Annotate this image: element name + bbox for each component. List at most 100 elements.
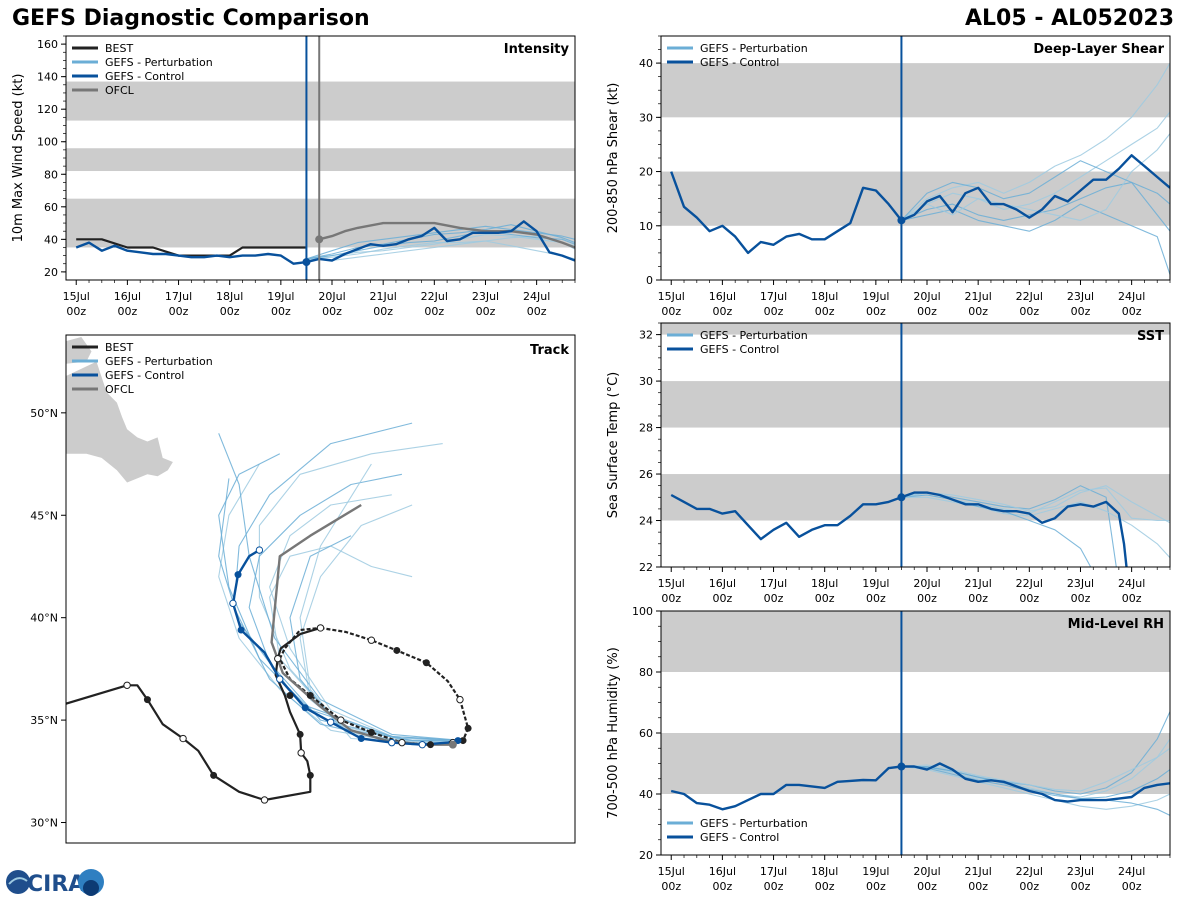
x-tick-label: 22Jul [1016,865,1043,878]
land-labrador [66,337,92,364]
best-point-open [367,636,376,644]
x-tick-label: 00z [1019,880,1039,893]
x-tick-label: 00z [424,305,444,318]
land-newfoundland [66,361,173,483]
x-tick-label: 00z [764,592,784,605]
legend-label: GEFS - Control [700,343,779,356]
shaded-band [661,381,1170,428]
x-tick-label: 24Jul [1118,290,1145,303]
x-tick-label: 18Jul [216,290,243,303]
y-tick-label: 28 [639,422,653,435]
x-tick-label: 23Jul [1067,577,1094,590]
x-tick-label: 17Jul [760,577,787,590]
x-tick-label: 00z [866,880,886,893]
perturbation-track [218,463,464,746]
x-tick-label: 18Jul [811,290,838,303]
y-tick-label: 160 [37,38,58,51]
x-tick-label: 20Jul [913,577,940,590]
x-tick-label: 00z [1071,880,1091,893]
x-tick-label: 00z [917,880,937,893]
x-tick-label: 22Jul [1016,577,1043,590]
x-tick-label: 21Jul [965,577,992,590]
control-line [670,491,1128,567]
y-tick-label: 45°N [30,509,58,522]
x-tick-label: 00z [66,305,86,318]
control-line [670,762,1170,811]
legend-label: BEST [105,341,133,354]
x-tick-label: 19Jul [862,290,889,303]
best-point [464,724,472,732]
best-point-open [398,738,406,747]
panel-title: Deep-Layer Shear [1033,42,1164,57]
legend-label: GEFS - Perturbation [105,56,213,69]
x-tick-label: 19Jul [267,290,294,303]
control-track [231,549,459,746]
x-tick-label: 00z [917,305,937,318]
y-axis-label: Sea Surface Temp (°C) [606,372,621,519]
perturbation-track [248,473,464,742]
best-point [393,646,401,654]
perturbation-track [233,422,464,744]
shear-panel: 0 10 20 30 40 15Jul 00z 16Jul 00z 17Jul 00z 18Jul 00… [606,35,1171,318]
globe-icon [6,870,30,894]
control-point-open [255,546,264,554]
shaded-band [661,611,1170,672]
perturbation-line [901,765,1170,810]
perturbation-line [901,111,1170,221]
x-tick-label: 00z [712,592,732,605]
perturbation-line [901,62,1170,221]
x-tick-label: 00z [866,305,886,318]
y-tick-label: 30°N [30,817,58,830]
x-tick-label: 00z [661,305,681,318]
y-tick-label: 20 [639,849,653,862]
x-tick-label: 00z [1019,592,1039,605]
shaded-band [66,148,575,172]
best-point [367,728,375,736]
panel-title: Intensity [504,42,570,57]
x-tick-label: 00z [169,305,189,318]
x-tick-label: 00z [866,592,886,605]
x-tick-label: 00z [1122,880,1142,893]
y-tick-label: 35°N [30,714,58,727]
y-tick-label: 30 [639,375,653,388]
best-point [286,692,294,700]
y-tick-label: 40°N [30,612,58,625]
perturbation-line [306,240,575,262]
x-tick-label: 18Jul [811,865,838,878]
x-tick-label: 00z [815,592,835,605]
x-tick-label: 16Jul [709,865,736,878]
control-point [301,704,309,712]
best-point [306,692,314,700]
legend-label: GEFS - Perturbation [700,329,808,342]
legend-label: GEFS - Control [105,369,184,382]
x-tick-label: 15Jul [658,577,685,590]
best-point [459,737,467,745]
y-axis-label: 700-500 hPa Humidity (%) [606,647,621,819]
y-tick-label: 100 [37,136,58,149]
y-tick-label: 40 [639,57,653,70]
y-tick-label: 80 [44,168,58,181]
y-tick-label: 20 [639,166,653,179]
ofcl-point [448,740,457,749]
x-tick-label: 00z [1071,592,1091,605]
control-point [454,737,462,745]
perturbation-track [269,545,463,742]
legend-label: GEFS - Control [700,831,779,844]
track-panel: 30°N 35°N 40°N 45°N 50°N Track [30,334,576,844]
x-tick-label: 17Jul [165,290,192,303]
x-tick-label: 21Jul [965,290,992,303]
shaded-band [661,171,1170,226]
y-axis-label: 200-850 hPa Shear (kt) [606,83,621,234]
x-tick-label: 18Jul [811,577,838,590]
x-tick-label: 00z [764,305,784,318]
sst-panel: 22 24 26 28 30 32 15Jul 00z 16Jul 00z 17Jul 00z 18Ju… [606,322,1171,605]
x-tick-label: 19Jul [862,865,889,878]
perturbation-line [900,160,1170,232]
legend-label: GEFS - Control [105,70,184,83]
storm-id: AL05 - AL052023 [965,6,1174,31]
